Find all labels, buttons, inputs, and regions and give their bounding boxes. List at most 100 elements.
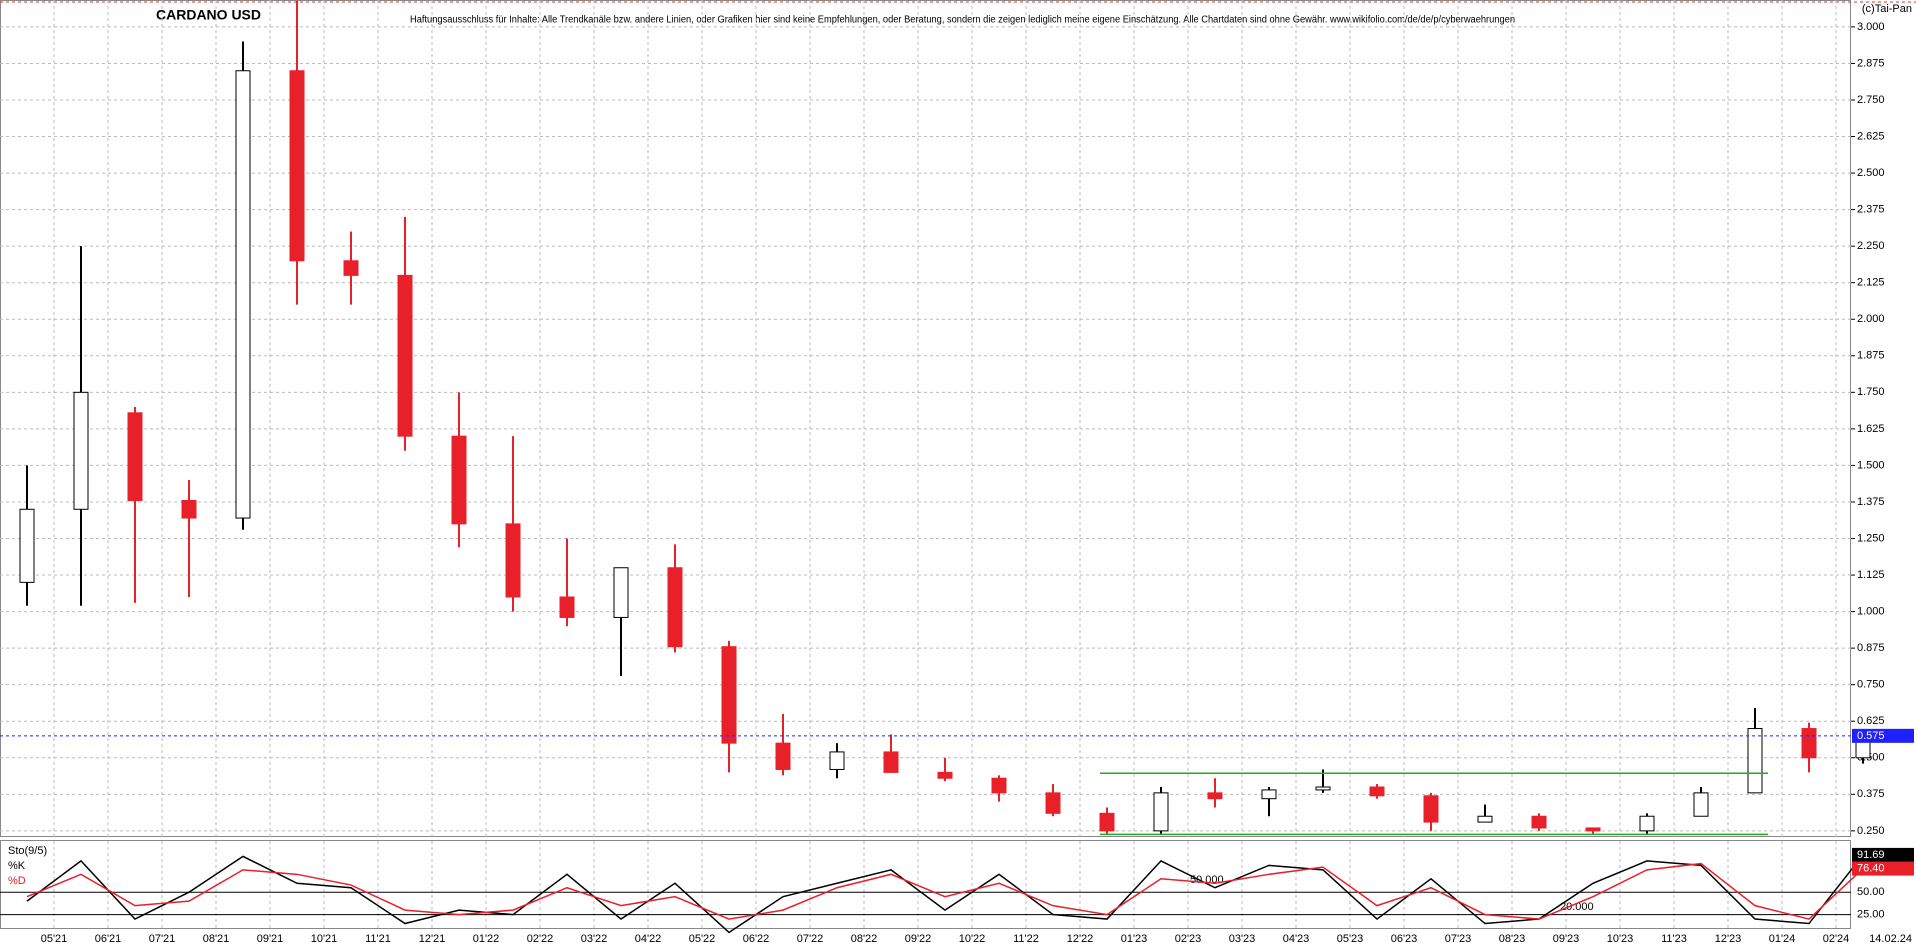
y-tick-label: 2.750 <box>1857 94 1885 106</box>
x-tick-label: 08'23 <box>1499 933 1526 945</box>
last-value-label: 91.69 <box>1857 849 1885 861</box>
y-tick-label: 1.125 <box>1857 569 1885 581</box>
x-tick-label: 01'22 <box>473 933 500 945</box>
candle-body <box>613 567 629 618</box>
x-tick-label: 01'23 <box>1121 933 1148 945</box>
y-tick-label: 25.00 <box>1857 908 1885 920</box>
x-tick-label: 05'23 <box>1337 933 1364 945</box>
y-tick-label: 1.625 <box>1857 423 1885 435</box>
y-tick-label: 1.375 <box>1857 496 1885 508</box>
candle-body <box>775 742 791 770</box>
y-tick-label: 1.875 <box>1857 350 1885 362</box>
candle-body <box>73 391 89 510</box>
y-tick-label: 0.250 <box>1857 825 1885 837</box>
stoch-line <box>26 854 1864 934</box>
x-tick-label: 04'22 <box>635 933 662 945</box>
x-tick-label: 07'21 <box>149 933 176 945</box>
y-tick-label: 0.875 <box>1857 642 1885 654</box>
x-tick-label: 04'23 <box>1283 933 1310 945</box>
candle-body <box>1045 792 1061 814</box>
x-tick-label: 09'23 <box>1553 933 1580 945</box>
disclaimer: Haftungsausschluss für Inhalte: Alle Tre… <box>410 15 1515 26</box>
source: (c)Tai-Pan <box>1862 3 1912 15</box>
candle-body <box>1531 815 1547 829</box>
candle-body <box>937 771 953 779</box>
stoch-line <box>26 862 1864 920</box>
x-tick-label: 08'21 <box>203 933 230 945</box>
x-tick-label: 06'22 <box>743 933 770 945</box>
candle-body <box>1639 815 1655 832</box>
last-value-label: 76.40 <box>1857 862 1885 874</box>
candle-body <box>289 70 305 262</box>
y-tick-label: 2.125 <box>1857 277 1885 289</box>
candle-body <box>1423 795 1439 823</box>
candle-body <box>1585 827 1601 832</box>
y-tick-label: 3.000 <box>1857 21 1885 33</box>
x-tick-label: 02'23 <box>1175 933 1202 945</box>
y-tick-label: 1.750 <box>1857 386 1885 398</box>
candle-body <box>19 508 35 583</box>
candle-body <box>667 567 683 648</box>
y-tick-label: 50.00 <box>1857 886 1885 898</box>
x-tick-label: 02'22 <box>527 933 554 945</box>
candle-body <box>1477 815 1493 823</box>
y-tick-label: 0.375 <box>1857 788 1885 800</box>
y-tick-label: 2.375 <box>1857 204 1885 216</box>
y-tick-label: 1.000 <box>1857 606 1885 618</box>
stoch-annotation: 20.000 <box>1560 901 1594 913</box>
x-tick-label: 03'22 <box>581 933 608 945</box>
x-tick-label: 06'23 <box>1391 933 1418 945</box>
price-label: 0.575 <box>1857 730 1885 742</box>
candle-body <box>829 751 845 770</box>
candle-body <box>1369 786 1385 797</box>
x-tick-label: 08'22 <box>851 933 878 945</box>
candle-body <box>559 596 575 618</box>
x-tick-label: 03'23 <box>1229 933 1256 945</box>
candle-body <box>1693 792 1709 817</box>
last-value-box <box>1852 861 1914 876</box>
candle-body <box>397 274 413 437</box>
legend-d: %D <box>8 875 26 887</box>
x-tick-label: 11'23 <box>1661 933 1687 945</box>
candle-body <box>235 70 251 519</box>
candle-body <box>451 435 467 525</box>
candle-body <box>883 751 899 773</box>
x-tick-label: 09'21 <box>257 933 284 945</box>
chart-title: CARDANO USD <box>156 7 261 23</box>
x-tick-label: 10'21 <box>311 933 338 945</box>
legend-k: %K <box>8 860 26 872</box>
candle-body <box>127 412 143 502</box>
x-tick-label: 10'23 <box>1607 933 1634 945</box>
y-tick-label: 0.750 <box>1857 679 1885 691</box>
x-tick-label: 05'22 <box>689 933 716 945</box>
stoch-frame <box>0 840 1851 929</box>
y-tick-label: 1.250 <box>1857 532 1885 544</box>
x-tick-label: 10'22 <box>959 933 986 945</box>
x-tick-label: 07'23 <box>1445 933 1472 945</box>
y-tick-label: 2.500 <box>1857 167 1885 179</box>
x-tick-label: 02'24 <box>1823 933 1850 945</box>
x-tick-label: 12'23 <box>1715 933 1742 945</box>
price-label-box <box>1852 728 1914 743</box>
candle-body <box>1207 792 1223 800</box>
y-tick-label: 1.500 <box>1857 459 1885 471</box>
candle-body <box>181 500 197 519</box>
y-tick-label: 2.000 <box>1857 313 1885 325</box>
price-frame <box>0 0 1851 837</box>
last-value-box <box>1852 847 1914 862</box>
candle-body <box>1099 812 1115 832</box>
y-tick-label: 2.625 <box>1857 130 1885 142</box>
x-tick-label: 01'24 <box>1769 933 1796 945</box>
x-tick-label: 07'22 <box>797 933 824 945</box>
stoch-title: Sto(9/5) <box>8 845 47 857</box>
date-label: 14.02.24 <box>1869 933 1912 945</box>
candle-body <box>1747 728 1763 794</box>
x-tick-label: 11'21 <box>365 933 391 945</box>
y-tick-label: 0.625 <box>1857 715 1885 727</box>
candle-body <box>1315 786 1331 791</box>
x-tick-label: 11'22 <box>1013 933 1039 945</box>
candle-body <box>721 646 737 744</box>
y-tick-label: 2.875 <box>1857 57 1885 69</box>
